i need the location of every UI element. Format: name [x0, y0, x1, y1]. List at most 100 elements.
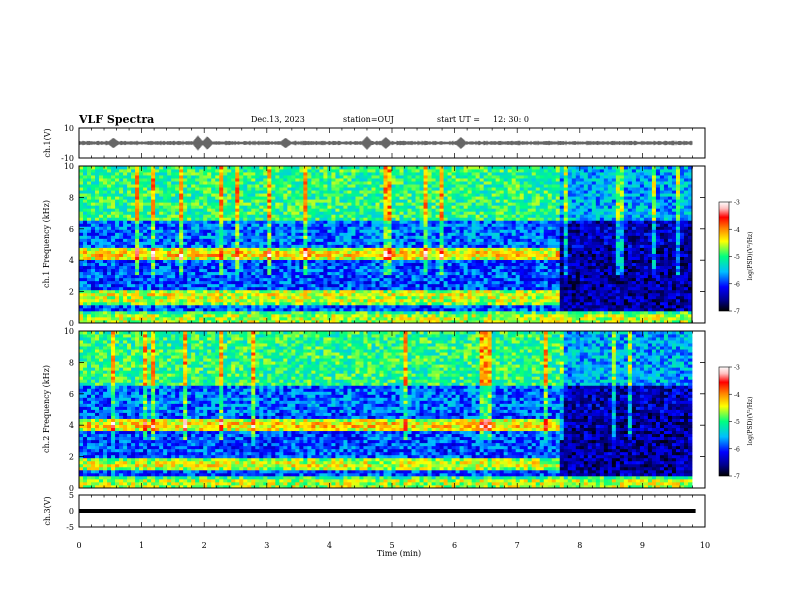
spectrogram-cell [123, 259, 128, 264]
spectrogram-cell [299, 205, 304, 209]
spectrogram-cell [187, 259, 192, 264]
spectrogram-cell [315, 262, 320, 267]
spectrogram-cell [167, 247, 172, 251]
spectrogram-cell [307, 253, 312, 257]
spectrogram-cell [323, 256, 328, 260]
spectrogram-cell [279, 295, 284, 300]
spectrogram-cell [179, 298, 184, 303]
spectrogram-cell [191, 301, 196, 306]
spectrogram-cell [379, 190, 384, 194]
spectrogram-cell [323, 187, 328, 191]
spectrogram-cell [299, 226, 304, 230]
spectrogram-cell [207, 304, 212, 309]
spectrogram-cell [79, 241, 84, 245]
spectrogram-cell [359, 172, 364, 176]
spectrogram-cell [311, 214, 316, 218]
spectrogram-cell [339, 229, 344, 233]
spectrogram-cell [139, 310, 144, 315]
spectrogram-cell [335, 187, 340, 191]
spectrogram-cell [359, 271, 364, 276]
spectrogram-cell [239, 238, 244, 242]
spectrogram-cell [423, 316, 428, 321]
spectrogram-cell [315, 205, 320, 209]
spectrogram-cell [371, 307, 376, 312]
spectrogram-cell [419, 241, 424, 245]
spectrogram-cell [359, 202, 364, 206]
spectrogram-cell [455, 187, 461, 191]
spectrogram-cell [423, 190, 428, 194]
spectrogram-cell [235, 304, 240, 309]
spectrogram-cell [383, 265, 388, 270]
spectrogram-cell [435, 271, 440, 276]
spectrogram-cell [367, 196, 372, 200]
spectrogram-cell [427, 181, 432, 185]
spectrogram-cell [175, 256, 180, 260]
spectrogram-cell [439, 307, 444, 312]
spectrogram-cell [155, 298, 160, 303]
spectrogram-cell [391, 286, 396, 291]
spectrogram-cell [339, 301, 344, 306]
spectrogram-cell [327, 178, 332, 182]
spectrogram-cell [139, 259, 144, 264]
spectrogram-cell [447, 313, 453, 318]
spectrogram-cell [95, 241, 100, 245]
spectrogram-cell [87, 304, 92, 309]
spectrogram-cell [339, 262, 344, 267]
spectrogram-cell [399, 211, 404, 215]
spectrogram-cell [439, 181, 444, 185]
spectrogram-cell [243, 286, 248, 291]
spectrogram-cell [127, 298, 132, 303]
spectrogram-cell [119, 247, 124, 251]
spectrogram-cell [191, 316, 196, 321]
spectrogram-cell [247, 211, 252, 215]
spectrogram-cell [379, 277, 384, 282]
spectrogram-cell [239, 307, 244, 312]
spectrogram-cell [107, 247, 112, 251]
spectrogram-cell [363, 235, 368, 239]
spectrogram-cell [403, 304, 408, 309]
spectrogram-cell [151, 235, 156, 239]
spectrogram-cell [403, 301, 408, 306]
spectrogram-cell [327, 280, 332, 285]
spectrogram-cell [87, 226, 92, 230]
spectrogram-cell [151, 259, 156, 264]
spectrogram-cell [363, 217, 368, 221]
spectrogram-cell [239, 289, 244, 294]
spectrogram-cell [335, 295, 340, 300]
spectrogram-cell [455, 166, 461, 170]
spectrogram-cell [455, 280, 461, 285]
spectrogram-cell [155, 259, 160, 264]
spectrogram-cell [183, 298, 188, 303]
spectrogram-cell [387, 232, 392, 236]
spectrogram-cell [299, 235, 304, 239]
spectrogram-cell [179, 250, 184, 254]
spectrogram-cell [411, 178, 416, 182]
spectrogram-cell [275, 172, 280, 176]
spectrogram-cell [191, 232, 196, 236]
spectrogram-cell [443, 286, 448, 291]
spectrogram-cell [375, 319, 380, 324]
spectrogram-cell [239, 205, 244, 209]
spectrogram-cell [171, 319, 176, 324]
spectrogram-cell [231, 193, 236, 197]
spectrogram-cell [199, 316, 204, 321]
spectrogram-cell [227, 232, 232, 236]
spectrogram-cell [419, 319, 424, 324]
spectrogram-cell [395, 205, 400, 209]
spectrogram-cell [239, 259, 244, 264]
spectrogram-cell [335, 217, 340, 221]
spectrogram-cell [223, 307, 228, 312]
spectrogram-cell [395, 280, 400, 285]
spectrogram-cell [327, 223, 332, 227]
spectrogram-cell [79, 193, 84, 197]
spectrogram-cell [235, 319, 240, 324]
spectrogram-cell [375, 265, 380, 270]
spectrogram-cell [315, 307, 320, 312]
spectrogram-cell [331, 310, 336, 315]
spectrogram-cell [235, 253, 240, 257]
spectrogram-cell [207, 181, 212, 185]
spectrogram-cell [131, 313, 136, 318]
spectrogram-cell [187, 226, 192, 230]
spectrogram-cell [283, 262, 288, 267]
spectrogram-cell [291, 172, 296, 176]
